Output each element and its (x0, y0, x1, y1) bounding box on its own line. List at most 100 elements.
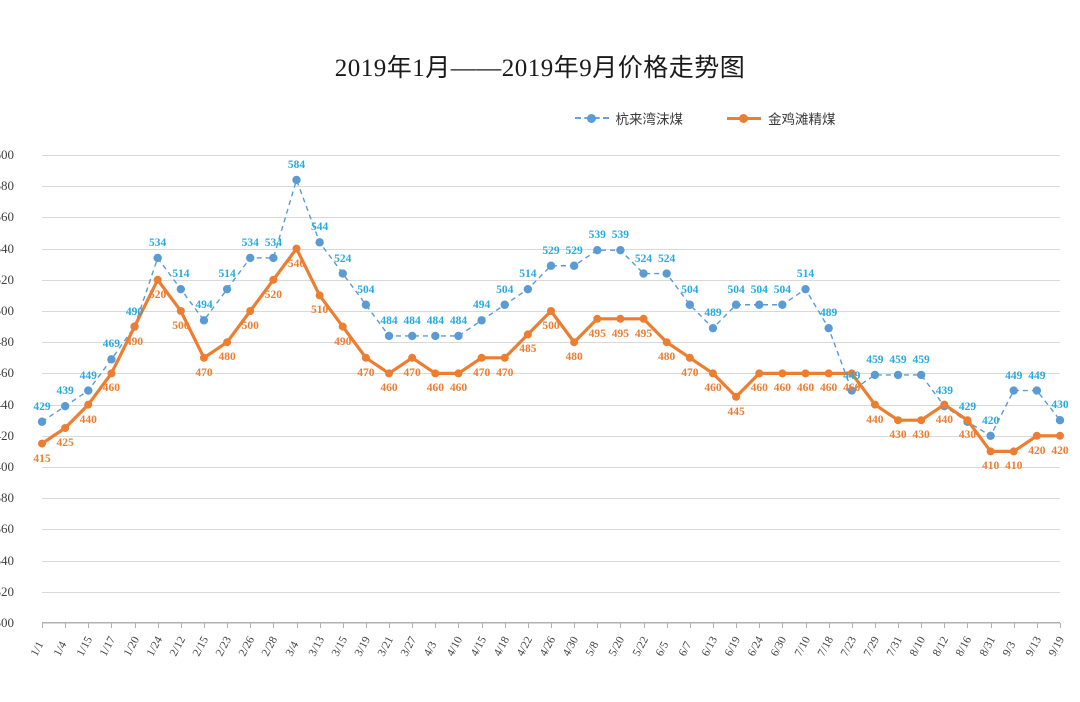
data-point-marker[interactable] (778, 369, 787, 378)
data-point-marker[interactable] (176, 307, 185, 315)
data-point-marker[interactable] (223, 338, 232, 347)
data-point-marker[interactable] (755, 300, 764, 309)
data-point-marker[interactable] (639, 314, 648, 323)
data-point-marker[interactable] (269, 253, 278, 263)
data-point-marker[interactable] (616, 314, 625, 323)
data-point-marker[interactable] (60, 401, 70, 411)
data-point-marker[interactable] (986, 447, 995, 456)
data-point-marker[interactable] (37, 417, 47, 426)
data-point-marker[interactable] (593, 245, 602, 255)
data-point-marker[interactable] (731, 300, 741, 309)
data-point-marker[interactable] (338, 269, 347, 278)
data-point-marker[interactable] (593, 314, 602, 323)
data-point-marker[interactable] (130, 322, 139, 331)
data-point-marker[interactable] (917, 416, 926, 425)
data-point-marker[interactable] (61, 424, 70, 432)
data-point-marker[interactable] (153, 275, 162, 284)
data-point-marker[interactable] (870, 400, 879, 409)
data-point-marker[interactable] (778, 300, 787, 309)
data-point-marker[interactable] (662, 269, 671, 278)
data-point-label: 470 (496, 366, 514, 379)
data-point-marker[interactable] (662, 338, 671, 347)
data-point-marker[interactable] (547, 307, 555, 315)
data-point-marker[interactable] (269, 275, 278, 284)
data-point-marker[interactable] (84, 386, 93, 395)
legend-item-series-1[interactable]: 杭来湾沫煤 (574, 108, 683, 128)
data-point-marker[interactable] (1009, 386, 1018, 395)
data-point-marker[interactable] (199, 316, 209, 325)
data-point-label: 469 (102, 338, 121, 351)
data-point-marker[interactable] (292, 175, 301, 185)
data-point-marker[interactable] (940, 400, 949, 409)
data-point-marker[interactable] (431, 369, 440, 378)
data-point-marker[interactable] (384, 331, 394, 341)
x-axis-tick-label: 3/27 (399, 634, 420, 659)
data-point-marker[interactable] (407, 331, 417, 341)
data-point-marker[interactable] (639, 269, 648, 278)
legend-item-series-2[interactable]: 金鸡滩精煤 (727, 108, 836, 128)
data-point-marker[interactable] (454, 369, 463, 378)
data-point-marker[interactable] (523, 284, 533, 294)
data-point-marker[interactable] (870, 370, 880, 380)
data-point-marker[interactable] (361, 300, 371, 309)
data-point-marker[interactable] (685, 353, 694, 362)
x-axis-tick (551, 623, 552, 628)
data-point-marker[interactable] (84, 400, 93, 409)
data-point-marker[interactable] (315, 238, 324, 247)
chart-series-layer (37, 175, 1065, 456)
data-point-marker[interactable] (38, 439, 46, 448)
data-point-marker[interactable] (176, 284, 186, 294)
data-point-marker[interactable] (431, 331, 440, 341)
data-point-marker[interactable] (1032, 386, 1042, 395)
data-point-marker[interactable] (847, 386, 856, 395)
data-point-marker[interactable] (454, 331, 463, 341)
data-point-marker[interactable] (408, 353, 417, 362)
data-point-marker[interactable] (222, 284, 232, 294)
data-point-marker[interactable] (107, 355, 116, 364)
data-point-marker[interactable] (500, 353, 509, 362)
data-point-marker[interactable] (732, 392, 741, 401)
x-axis-tick (481, 623, 483, 628)
data-point-marker[interactable] (477, 316, 486, 325)
data-point-marker[interactable] (523, 330, 532, 339)
data-point-marker[interactable] (963, 416, 972, 425)
data-point-marker[interactable] (824, 369, 833, 378)
data-point-marker[interactable] (708, 323, 718, 333)
data-point-marker[interactable] (292, 244, 301, 253)
data-point-marker[interactable] (801, 369, 810, 378)
data-point-marker[interactable] (246, 307, 255, 315)
data-point-marker[interactable] (616, 245, 625, 255)
x-axis-tick (921, 623, 923, 628)
data-point-marker[interactable] (1056, 431, 1064, 440)
data-point-marker[interactable] (338, 322, 347, 331)
data-point-marker[interactable] (385, 369, 394, 378)
data-point-marker[interactable] (315, 291, 324, 300)
data-point-marker[interactable] (1009, 447, 1018, 456)
data-point-marker[interactable] (246, 253, 255, 263)
data-point-marker[interactable] (801, 284, 810, 294)
data-point-marker[interactable] (755, 369, 764, 378)
data-point-marker[interactable] (500, 300, 509, 309)
data-point-marker[interactable] (708, 369, 717, 378)
data-point-marker[interactable] (569, 261, 579, 270)
legend-marker-dashed-line-icon (574, 112, 609, 124)
data-point-marker[interactable] (916, 370, 926, 380)
data-point-marker[interactable] (361, 353, 370, 362)
data-point-marker[interactable] (546, 261, 556, 270)
x-axis-tick (134, 623, 136, 628)
data-point-marker[interactable] (1055, 416, 1065, 425)
data-point-marker[interactable] (893, 370, 903, 380)
data-point-marker[interactable] (824, 323, 833, 333)
data-point-marker[interactable] (1032, 431, 1041, 440)
data-point-marker[interactable] (986, 431, 995, 440)
data-point-marker[interactable] (894, 416, 903, 425)
data-point-marker[interactable] (153, 253, 162, 263)
x-axis-tick-label: 7/18 (815, 634, 836, 659)
data-point-marker[interactable] (477, 353, 486, 362)
data-point-marker[interactable] (685, 300, 695, 309)
data-point-marker[interactable] (570, 338, 579, 347)
data-point-marker[interactable] (107, 369, 116, 378)
data-point-marker[interactable] (199, 353, 208, 362)
data-point-marker[interactable] (847, 369, 856, 378)
x-axis-tick (458, 623, 460, 628)
